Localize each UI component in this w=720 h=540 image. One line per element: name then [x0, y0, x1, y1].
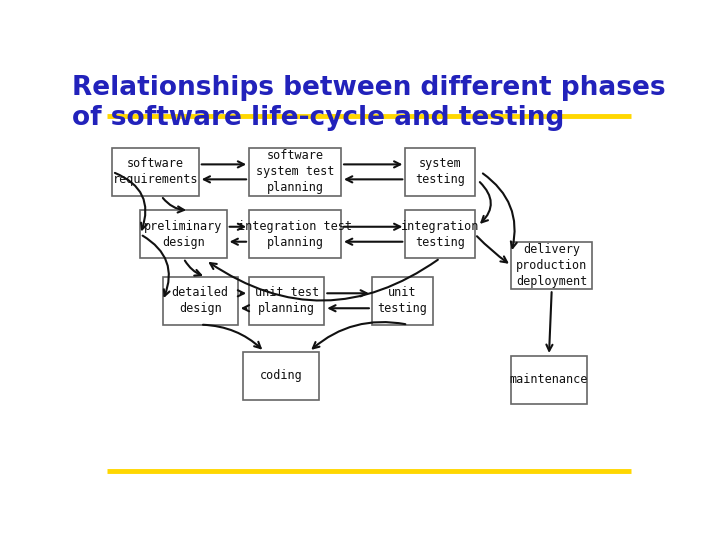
FancyBboxPatch shape: [372, 277, 433, 325]
FancyBboxPatch shape: [511, 356, 587, 404]
FancyArrowPatch shape: [163, 198, 184, 213]
FancyBboxPatch shape: [163, 277, 238, 325]
FancyBboxPatch shape: [140, 210, 227, 258]
FancyBboxPatch shape: [405, 148, 475, 196]
FancyArrowPatch shape: [115, 173, 147, 230]
FancyArrowPatch shape: [344, 161, 400, 167]
Text: software
requirements: software requirements: [113, 157, 198, 186]
FancyArrowPatch shape: [477, 236, 507, 262]
FancyArrowPatch shape: [143, 235, 170, 296]
FancyArrowPatch shape: [203, 325, 261, 348]
Text: integration
testing: integration testing: [401, 220, 480, 249]
FancyArrowPatch shape: [210, 260, 438, 301]
Text: delivery
production
deployment: delivery production deployment: [516, 243, 588, 288]
FancyBboxPatch shape: [511, 241, 593, 289]
FancyArrowPatch shape: [330, 305, 369, 311]
FancyArrowPatch shape: [243, 305, 249, 311]
FancyArrowPatch shape: [202, 161, 244, 167]
FancyArrowPatch shape: [327, 290, 366, 296]
Text: coding: coding: [260, 369, 302, 382]
FancyArrowPatch shape: [480, 182, 491, 222]
Text: unit test
planning: unit test planning: [255, 286, 319, 315]
FancyArrowPatch shape: [313, 322, 405, 348]
Text: unit
testing: unit testing: [377, 286, 428, 315]
Text: software
system test
planning: software system test planning: [256, 150, 334, 194]
FancyArrowPatch shape: [344, 224, 400, 230]
FancyArrowPatch shape: [546, 292, 552, 351]
FancyArrowPatch shape: [346, 176, 402, 183]
FancyBboxPatch shape: [243, 352, 319, 400]
FancyArrowPatch shape: [232, 239, 246, 245]
Text: maintenance: maintenance: [510, 373, 588, 386]
FancyBboxPatch shape: [405, 210, 475, 258]
FancyArrowPatch shape: [185, 261, 201, 275]
Text: Relationships between different phases
of software life-cycle and testing: Relationships between different phases o…: [72, 75, 666, 131]
FancyBboxPatch shape: [249, 148, 341, 196]
FancyBboxPatch shape: [249, 210, 341, 258]
FancyArrowPatch shape: [346, 239, 402, 245]
FancyArrowPatch shape: [238, 290, 244, 296]
Text: preliminary
design: preliminary design: [144, 220, 222, 249]
Text: detailed
design: detailed design: [171, 286, 229, 315]
Text: system
testing: system testing: [415, 157, 465, 186]
FancyBboxPatch shape: [249, 277, 324, 325]
Text: integration test
planning: integration test planning: [238, 220, 352, 249]
FancyArrowPatch shape: [204, 176, 246, 183]
FancyBboxPatch shape: [112, 148, 199, 196]
FancyArrowPatch shape: [230, 224, 244, 230]
FancyArrowPatch shape: [483, 173, 517, 248]
